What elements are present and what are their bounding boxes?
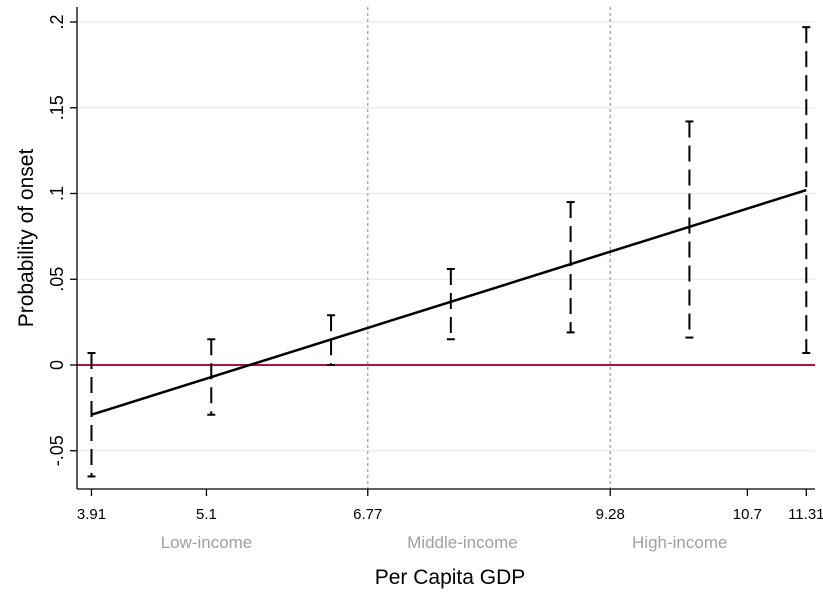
income-group-label: Middle-income	[407, 533, 518, 552]
income-group-label: High-income	[632, 533, 727, 552]
axes: -.05 0 .05 .1 .15 .2 3.91 5.1 6.77 9.28 10.7 11.31 L…	[47, 7, 823, 552]
y-tick-label: .05	[47, 267, 67, 292]
x-tick-label: 6.77	[353, 506, 382, 523]
x-tick-label: 3.91	[77, 506, 106, 523]
y-axis-label: Probability of onset	[15, 149, 38, 328]
fit-line	[91, 188, 807, 416]
y-tick-label: -.05	[47, 435, 67, 466]
y-tick-label: .2	[47, 14, 67, 29]
x-tick-label: 11.31	[788, 506, 823, 523]
y-tick-label: .15	[47, 95, 67, 120]
fitted-line	[91, 188, 807, 416]
income-boundaries	[367, 7, 611, 489]
x-tick-label: 5.1	[196, 506, 217, 523]
x-axis-label: Per Capita GDP	[375, 566, 526, 589]
income-group-label: Low-income	[161, 533, 253, 552]
y-tick-label: 0	[47, 360, 67, 370]
x-tick-label: 10.7	[733, 506, 762, 523]
y-tick-label: .1	[47, 186, 67, 201]
confidence-intervals	[87, 26, 811, 478]
labels: Probability of onset Per Capita GDP	[15, 149, 525, 589]
x-tick-label: 9.28	[596, 506, 625, 523]
grid-lines	[77, 21, 815, 452]
